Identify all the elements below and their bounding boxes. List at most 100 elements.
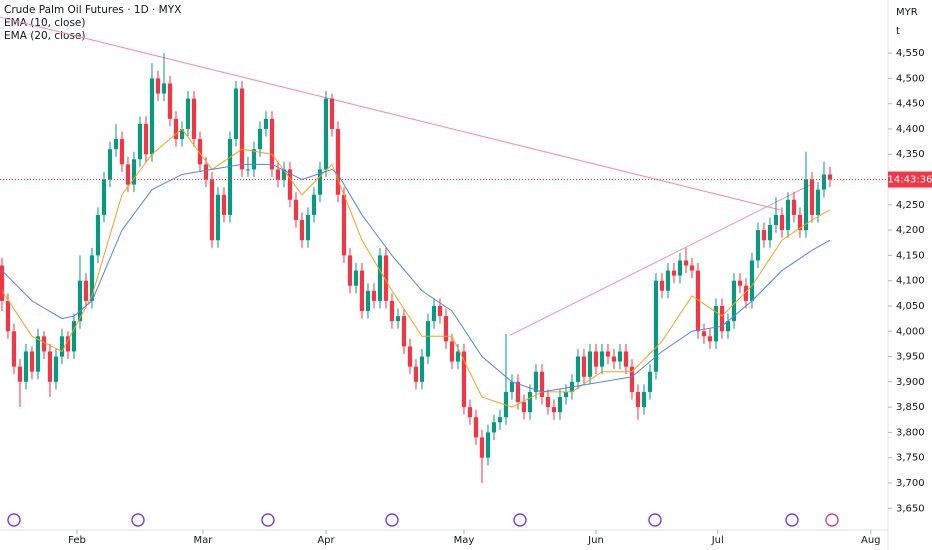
candle-body (449, 341, 455, 362)
candle-body (389, 300, 395, 322)
candle-body (797, 214, 803, 231)
event-icon[interactable] (261, 513, 275, 527)
y-tick-label: 4,350 (896, 149, 925, 160)
candle-body (341, 194, 347, 256)
candle-body (431, 305, 437, 322)
ema-line (1, 163, 831, 393)
candle-body (425, 321, 431, 357)
candle-body (227, 139, 233, 215)
candle-body (269, 118, 275, 170)
event-icon[interactable] (131, 513, 145, 527)
candle-body (257, 128, 263, 150)
candle-body (737, 280, 743, 286)
candle-body (137, 123, 143, 160)
candle-body (725, 321, 731, 332)
candle-body (587, 351, 593, 377)
y-tick-label: 4,550 (896, 48, 925, 59)
x-tick-label: Aug (861, 535, 881, 546)
candle-body (767, 225, 773, 241)
candle-body (599, 351, 605, 367)
candle-body (497, 417, 503, 423)
candle-body (557, 396, 563, 413)
candle-body (461, 351, 467, 408)
candle-body (113, 139, 119, 150)
candle-body (53, 356, 59, 382)
y-tick-label: 3,900 (896, 377, 925, 388)
candle-body (791, 199, 797, 215)
candle-body (731, 280, 737, 322)
candle-body (125, 164, 131, 185)
candle-body (659, 280, 665, 291)
event-icon[interactable] (513, 513, 527, 527)
candle-body (317, 169, 323, 195)
candle-body (803, 179, 809, 231)
candle-body (41, 336, 47, 352)
candle-body (605, 351, 611, 357)
candle-body (89, 255, 95, 301)
candle-body (551, 407, 557, 413)
candle-body (437, 305, 443, 317)
candle-body (287, 169, 293, 200)
event-icons[interactable] (7, 513, 839, 527)
y-tick-label: 4,200 (896, 225, 925, 236)
candle-body (419, 356, 425, 382)
candle-body (365, 290, 371, 312)
candle-body (755, 230, 761, 261)
candle-body (623, 351, 629, 367)
candle-body (401, 316, 407, 347)
candle-body (239, 88, 245, 170)
ema-line (1, 128, 831, 408)
candle-body (23, 351, 29, 382)
candle-body (29, 351, 35, 372)
candle-body (719, 305, 725, 332)
candle-body (563, 391, 569, 397)
candle-body (713, 305, 719, 342)
candle-body (65, 336, 71, 352)
candle-body (179, 128, 185, 140)
candle-body (485, 432, 491, 458)
trend-line (509, 184, 811, 336)
candle-body (83, 280, 89, 301)
event-icon[interactable] (825, 513, 839, 527)
event-icon[interactable] (785, 513, 799, 527)
candle-body (455, 351, 461, 362)
event-icon[interactable] (385, 513, 399, 527)
candle-body (215, 194, 221, 241)
candle-body (35, 336, 41, 372)
candle-body (353, 270, 359, 286)
event-icon[interactable] (648, 513, 662, 527)
event-icon[interactable] (7, 513, 21, 527)
candle-body (47, 351, 53, 382)
candle-body (647, 371, 653, 392)
candle-body (467, 407, 473, 418)
trend-line (0, 16, 781, 211)
y-tick-label: 4,450 (896, 99, 925, 110)
x-tick-label: Apr (317, 535, 335, 546)
candle-body (635, 391, 641, 408)
candle-body (671, 270, 677, 276)
candle-body (701, 331, 707, 337)
candle-body (653, 280, 659, 372)
candle-body (233, 88, 239, 140)
candle-body (185, 98, 191, 129)
candle-body (197, 139, 203, 165)
candle-body (749, 260, 755, 301)
candle-body (59, 336, 65, 357)
candle-body (371, 290, 377, 301)
candle-body (641, 391, 647, 408)
candle-body (143, 123, 149, 155)
candle-body (347, 255, 353, 286)
candle-body (329, 98, 335, 129)
candle-body (155, 78, 161, 94)
candle-body (611, 356, 617, 362)
candle-body (203, 164, 209, 180)
candle-body (119, 139, 125, 165)
candle-body (173, 118, 179, 140)
candle-body (221, 194, 227, 215)
candle-body (593, 351, 599, 367)
candle-body (707, 336, 713, 342)
candle-body (695, 270, 701, 332)
candle-body (785, 199, 791, 231)
candle-body (479, 437, 485, 458)
candle-body (107, 149, 113, 180)
